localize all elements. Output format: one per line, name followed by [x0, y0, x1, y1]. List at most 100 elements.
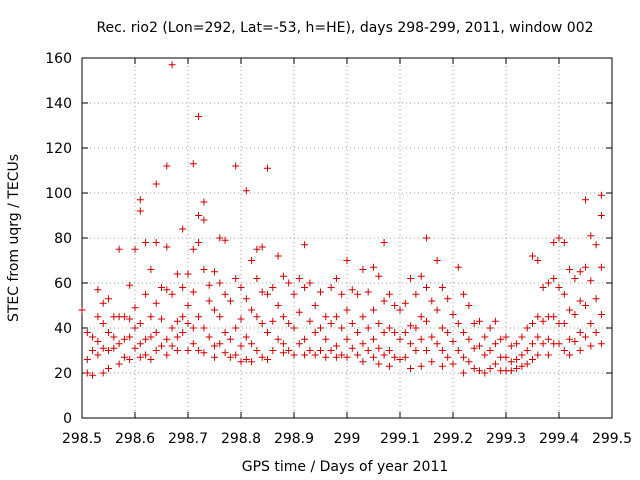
data-point	[290, 351, 298, 359]
data-point	[221, 236, 229, 244]
data-point	[253, 275, 261, 282]
data-point	[290, 324, 298, 332]
data-point	[359, 358, 367, 366]
data-point	[417, 335, 425, 343]
data-point	[444, 353, 452, 361]
data-point	[136, 353, 144, 361]
data-point	[258, 288, 266, 296]
data-point	[576, 347, 584, 354]
x-tick-label: 298.8	[221, 431, 261, 447]
data-point	[163, 243, 171, 251]
data-point	[184, 302, 192, 309]
data-point	[359, 340, 367, 348]
data-point	[147, 266, 155, 273]
data-point	[391, 329, 399, 336]
data-point	[571, 338, 579, 345]
data-point	[89, 371, 97, 379]
data-point	[539, 284, 547, 291]
data-point	[370, 263, 377, 271]
data-point	[566, 266, 574, 273]
data-point	[327, 320, 335, 327]
data-point	[348, 344, 356, 352]
data-point	[354, 290, 362, 298]
data-point	[94, 286, 102, 294]
data-point	[189, 245, 197, 253]
data-point	[544, 279, 552, 287]
data-point	[544, 335, 552, 343]
data-point	[507, 358, 515, 366]
data-point	[385, 347, 393, 354]
data-point	[571, 275, 579, 282]
x-tick-label: 299.1	[380, 431, 420, 447]
y-tick-label: 0	[63, 411, 72, 427]
data-point	[370, 335, 377, 343]
data-point	[322, 335, 330, 343]
data-point	[131, 344, 139, 352]
data-point	[226, 335, 234, 343]
data-point	[168, 61, 176, 69]
data-point	[380, 351, 388, 359]
data-point	[555, 234, 563, 242]
data-point	[105, 365, 112, 372]
data-point	[370, 306, 377, 314]
data-point	[89, 347, 97, 354]
data-point	[184, 270, 192, 278]
data-point	[195, 239, 203, 246]
data-point	[529, 252, 536, 260]
data-point	[163, 335, 171, 343]
data-point	[332, 342, 340, 350]
data-point	[295, 275, 303, 282]
data-point	[200, 349, 208, 357]
data-point	[152, 299, 160, 307]
data-point	[105, 295, 112, 303]
data-point	[285, 347, 293, 354]
data-point	[444, 295, 452, 303]
x-tick-labels: 298.5 298.6 298.7 298.8 298.9 299 299.1 299.2 29…	[62, 431, 632, 447]
data-point	[99, 369, 107, 377]
data-point	[401, 329, 409, 336]
data-point	[306, 317, 314, 325]
data-point	[428, 358, 436, 366]
data-point	[285, 320, 293, 327]
data-point	[232, 275, 240, 282]
data-point	[322, 353, 330, 361]
data-point	[232, 162, 240, 170]
data-point	[338, 324, 346, 332]
data-point	[423, 284, 430, 291]
data-point	[89, 333, 97, 341]
data-point	[433, 257, 441, 264]
data-point	[311, 329, 319, 336]
x-tick-label: 299.3	[486, 431, 526, 447]
data-point	[449, 360, 457, 368]
data-point	[518, 351, 526, 359]
data-point	[179, 225, 187, 233]
data-point	[523, 347, 531, 354]
data-point	[253, 245, 261, 253]
data-point	[460, 353, 468, 361]
data-point	[279, 340, 287, 348]
data-point	[343, 335, 351, 343]
data-point	[158, 284, 165, 291]
data-point	[481, 351, 489, 359]
data-point	[412, 347, 420, 354]
data-point	[470, 320, 478, 327]
y-tick-label: 160	[45, 51, 72, 67]
data-point	[438, 347, 446, 354]
x-tick-label: 299.2	[433, 431, 473, 447]
data-point	[264, 290, 271, 298]
data-point	[105, 329, 112, 336]
data-point	[555, 284, 563, 291]
data-point	[179, 284, 187, 291]
data-point	[131, 324, 139, 332]
data-point	[317, 324, 324, 332]
data-point	[560, 347, 568, 354]
data-point	[179, 329, 187, 336]
data-point	[587, 342, 595, 350]
data-point	[83, 369, 91, 377]
data-point	[465, 358, 473, 366]
data-point	[555, 340, 563, 348]
data-point	[221, 349, 229, 357]
data-point	[279, 349, 287, 357]
data-point	[359, 313, 367, 321]
